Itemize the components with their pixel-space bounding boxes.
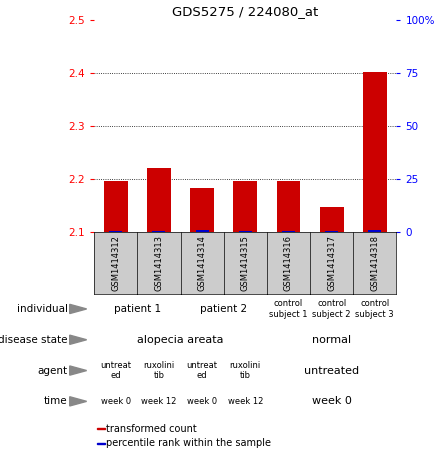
Text: week 0: week 0 <box>187 397 217 406</box>
Text: percentile rank within the sample: percentile rank within the sample <box>106 439 271 448</box>
Text: ruxolini
tib: ruxolini tib <box>230 361 261 380</box>
Text: GSM1414312: GSM1414312 <box>111 236 120 291</box>
Text: GSM1414317: GSM1414317 <box>327 236 336 291</box>
Bar <box>97 428 105 429</box>
Text: individual: individual <box>17 304 68 314</box>
Bar <box>152 231 166 232</box>
Text: GSM1414315: GSM1414315 <box>241 236 250 291</box>
Polygon shape <box>70 335 87 344</box>
Text: transformed count: transformed count <box>106 424 197 434</box>
Bar <box>233 181 257 232</box>
Bar <box>196 230 208 232</box>
Text: patient 2: patient 2 <box>200 304 247 314</box>
Text: untreat
ed: untreat ed <box>187 361 218 380</box>
Bar <box>97 443 105 444</box>
Polygon shape <box>70 366 87 375</box>
Bar <box>282 231 295 232</box>
Text: agent: agent <box>38 366 68 376</box>
Text: GSM1414316: GSM1414316 <box>284 236 293 291</box>
Bar <box>363 72 387 232</box>
Bar <box>320 207 343 232</box>
Text: week 12: week 12 <box>228 397 263 406</box>
Text: GSM1414314: GSM1414314 <box>198 236 207 291</box>
Text: control
subject 2: control subject 2 <box>312 299 351 318</box>
Text: untreated: untreated <box>304 366 359 376</box>
Bar <box>368 230 381 232</box>
Bar <box>190 188 214 232</box>
Title: GDS5275 / 224080_at: GDS5275 / 224080_at <box>172 5 318 18</box>
Text: normal: normal <box>312 335 351 345</box>
Polygon shape <box>70 304 87 313</box>
Bar <box>109 231 122 232</box>
Text: control
subject 3: control subject 3 <box>356 299 394 318</box>
Text: alopecia areata: alopecia areata <box>137 335 224 345</box>
Text: patient 1: patient 1 <box>114 304 161 314</box>
Text: week 0: week 0 <box>312 396 352 406</box>
Text: week 0: week 0 <box>101 397 131 406</box>
Bar <box>239 231 252 232</box>
Bar <box>276 181 300 232</box>
Text: untreat
ed: untreat ed <box>100 361 131 380</box>
Bar <box>325 231 338 232</box>
Text: disease state: disease state <box>0 335 68 345</box>
Text: GSM1414313: GSM1414313 <box>155 236 163 291</box>
Bar <box>147 168 171 232</box>
Text: time: time <box>44 396 68 406</box>
Bar <box>104 181 127 232</box>
Text: ruxolini
tib: ruxolini tib <box>143 361 175 380</box>
Text: control
subject 1: control subject 1 <box>269 299 308 318</box>
Text: week 12: week 12 <box>141 397 177 406</box>
Polygon shape <box>70 397 87 406</box>
Text: GSM1414318: GSM1414318 <box>370 236 379 291</box>
